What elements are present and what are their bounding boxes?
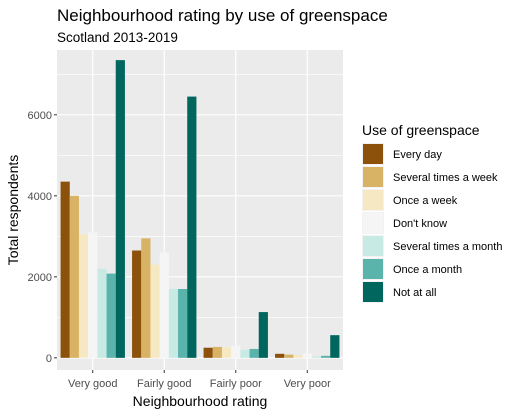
y-tick-label: 6000	[28, 110, 52, 122]
bar	[168, 288, 179, 358]
legend-label: Once a month	[393, 264, 462, 276]
bar	[187, 96, 197, 358]
legend: Every day Several times a week Once a week…	[362, 143, 502, 303]
bar	[249, 348, 259, 358]
bar	[60, 181, 70, 358]
bars	[60, 60, 340, 358]
bar	[212, 346, 222, 358]
legend-swatch	[363, 259, 383, 279]
bar	[132, 250, 142, 358]
bar	[302, 353, 312, 358]
bar	[106, 273, 116, 358]
legend-label: Several times a week	[393, 172, 498, 184]
legend-swatch	[363, 213, 383, 233]
bar	[97, 268, 107, 358]
bar	[275, 353, 285, 358]
legend-label: Several times a month	[393, 241, 502, 253]
x-tick-label: Fairly good	[137, 378, 191, 390]
x-tick-label: Very good	[68, 378, 118, 390]
y-tick-label: 2000	[28, 272, 52, 284]
legend-label: Once a week	[393, 195, 458, 207]
bar	[284, 354, 294, 358]
bar	[69, 195, 79, 358]
bar	[115, 60, 125, 358]
bar	[221, 347, 232, 358]
legend-title: Use of greenspace	[362, 122, 480, 138]
x-axis-ticks: Very good Fairly good Fairly poor Very poor	[68, 370, 331, 390]
legend-swatch	[363, 144, 383, 164]
x-tick-label: Fairly poor	[210, 378, 262, 390]
bar	[293, 355, 303, 358]
bar	[88, 232, 98, 358]
bar	[321, 355, 331, 358]
bar	[141, 238, 151, 358]
legend-label: Every day	[393, 149, 442, 161]
y-axis-title: Total respondents	[5, 155, 21, 266]
legend-label: Not at all	[393, 287, 436, 299]
y-tick-label: 4000	[28, 191, 52, 203]
bar	[258, 312, 268, 358]
x-axis-title: Neighbourhood rating	[133, 393, 268, 409]
chart-title: Neighbourhood rating by use of greenspac…	[57, 6, 388, 25]
y-axis-ticks: 0 2000 4000 6000	[28, 110, 57, 365]
legend-swatch	[363, 282, 383, 302]
bar	[231, 345, 241, 358]
legend-swatch	[363, 190, 383, 210]
bar	[311, 356, 322, 358]
y-tick-label: 0	[46, 353, 52, 365]
legend-swatch	[363, 167, 383, 187]
bar	[150, 264, 160, 358]
legend-label: Don't know	[393, 218, 447, 230]
legend-swatch	[363, 236, 383, 256]
bar	[178, 288, 188, 358]
bar	[159, 252, 169, 358]
x-tick-label: Very poor	[284, 378, 331, 390]
chart-subtitle: Scotland 2013-2019	[57, 30, 178, 45]
bar	[78, 234, 89, 358]
bar	[203, 347, 213, 358]
bar	[240, 349, 250, 358]
bar	[330, 335, 340, 358]
